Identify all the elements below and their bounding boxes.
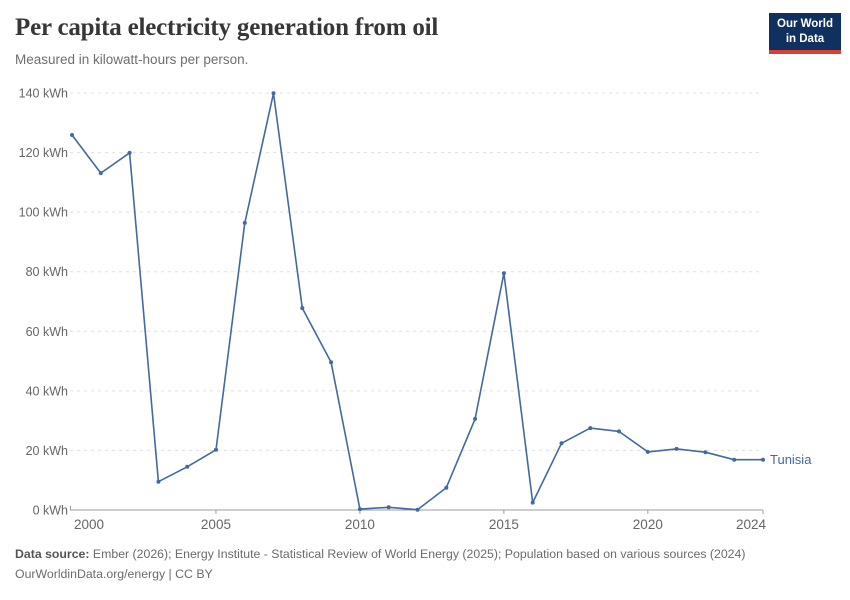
data-point — [329, 360, 334, 365]
data-point — [156, 479, 161, 484]
y-tick-label: 40 kWh — [26, 384, 68, 398]
data-point — [674, 446, 679, 451]
data-point — [415, 507, 420, 512]
chart-footer: Data source: Ember (2026); Energy Instit… — [15, 545, 835, 584]
owid-logo[interactable]: Our World in Data — [769, 13, 841, 54]
x-tick-label: 2010 — [345, 517, 375, 532]
data-source-label: Data source: — [15, 547, 90, 561]
data-point — [559, 441, 564, 446]
x-tick-label: 2015 — [489, 517, 519, 532]
data-point — [588, 426, 593, 431]
data-point — [242, 220, 247, 225]
y-tick-label: 80 kWh — [26, 265, 68, 279]
data-point — [185, 464, 190, 469]
line-chart[interactable]: 0 kWh 20 kWh 40 kWh 60 kWh 80 kWh 100 kWh 120 … — [0, 0, 850, 545]
data-point — [386, 505, 391, 510]
data-point — [271, 91, 276, 96]
x-tick-label: 2000 — [74, 517, 104, 532]
data-source-text: Ember (2026); Energy Institute - Statist… — [89, 547, 746, 561]
page-title: Per capita electricity generation from o… — [15, 14, 439, 41]
data-point — [501, 271, 506, 276]
data-point — [98, 171, 103, 176]
data-point — [70, 133, 74, 137]
data-point — [703, 450, 708, 455]
data-point — [473, 416, 478, 421]
data-point — [127, 150, 132, 155]
series-label-tunisia: Tunisia — [770, 452, 812, 467]
data-point — [732, 457, 737, 462]
y-tick-label: 120 kWh — [19, 146, 68, 160]
data-point — [645, 449, 650, 454]
data-point — [444, 485, 449, 490]
x-tick-label: 2024 — [736, 517, 767, 532]
data-point — [300, 306, 305, 311]
data-point — [214, 447, 218, 452]
owid-logo-line2: in Data — [785, 32, 825, 45]
series-line-tunisia — [71, 92, 764, 511]
data-point — [357, 507, 362, 512]
data-source-line: Data source: Ember (2026); Energy Instit… — [15, 545, 835, 565]
y-tick-label: 100 kWh — [19, 206, 68, 220]
data-point — [617, 429, 621, 434]
data-point — [761, 457, 765, 462]
chart-subtitle: Measured in kilowatt-hours per person. — [15, 52, 249, 67]
x-tick-label: 2020 — [633, 517, 663, 532]
x-tick-label: 2005 — [201, 517, 231, 532]
y-tick-label: 140 kWh — [19, 87, 68, 101]
y-tick-label: 20 kWh — [26, 444, 68, 458]
license-line: OurWorldinData.org/energy | CC BY — [15, 566, 213, 581]
data-point — [530, 500, 535, 505]
y-tick-label: 0 kWh — [33, 504, 68, 518]
y-tick-label: 60 kWh — [26, 325, 68, 339]
owid-logo-line1: Our World — [777, 18, 834, 30]
